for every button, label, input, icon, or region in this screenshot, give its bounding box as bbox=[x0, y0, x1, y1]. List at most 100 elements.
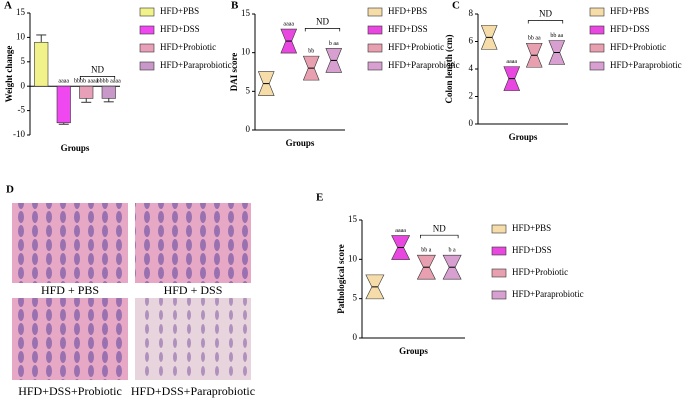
chart: B 0 5 10 15 DAI score Groups HFD+PBS aaaa HFD+DSS… bbox=[229, 0, 460, 148]
legend-swatch bbox=[139, 25, 155, 35]
panel-label: A bbox=[4, 0, 12, 12]
y-tick-label: 5 bbox=[353, 293, 358, 303]
y-tick-label: 5 bbox=[246, 85, 251, 95]
y-tick-label: 2 bbox=[469, 91, 474, 101]
y-axis-label: Pathological score bbox=[336, 244, 346, 314]
nd-bracket bbox=[420, 234, 459, 239]
legend-swatch bbox=[367, 25, 383, 35]
legend-label: HFD+DSS bbox=[388, 24, 428, 34]
legend-label: HFD+Probiotic bbox=[160, 42, 216, 52]
micrograph bbox=[12, 298, 128, 380]
legend-swatch bbox=[491, 224, 507, 234]
caption: HFD + PBS bbox=[41, 283, 99, 297]
significance-label: aaaa bbox=[395, 228, 406, 234]
nd-bracket bbox=[79, 76, 116, 80]
y-tick-label: 5 bbox=[21, 56, 26, 66]
legend-label: HFD+DSS bbox=[512, 245, 552, 255]
micrograph bbox=[135, 298, 251, 380]
legend-label: HFD+PBS bbox=[160, 6, 199, 16]
chart: C 0 2 4 6 8 Colon length (cm) Groups HFD+PBS aaaa… bbox=[444, 0, 682, 142]
y-tick-label: 15 bbox=[241, 8, 251, 18]
y-tick-label: 15 bbox=[348, 214, 358, 224]
legend-label: HFD+PBS bbox=[388, 6, 427, 16]
significance-label: bbbb aaaa bbox=[74, 79, 98, 85]
nd-bracket bbox=[304, 28, 341, 32]
legend-swatch bbox=[491, 246, 507, 256]
significance-label: bb bbox=[308, 49, 314, 55]
significance-label: bb a bbox=[421, 248, 432, 254]
panel-label: C bbox=[452, 0, 460, 12]
y-tick-label: 15 bbox=[16, 7, 26, 17]
micrograph bbox=[12, 203, 128, 283]
nd-label: ND bbox=[316, 16, 329, 26]
caption: HFD + DSS bbox=[164, 283, 223, 297]
legend-swatch bbox=[589, 43, 605, 53]
bar bbox=[79, 85, 94, 99]
significance-label: bb aa bbox=[528, 36, 541, 42]
y-axis-label: Colon length (cm) bbox=[444, 35, 454, 104]
y-axis-label: DAI score bbox=[229, 53, 239, 92]
nd-label: ND bbox=[539, 9, 552, 19]
legend-label: HFD+Paraprobiotic bbox=[160, 60, 232, 70]
significance-label: aaaa bbox=[506, 59, 517, 65]
nd-label: ND bbox=[91, 64, 104, 74]
significance-label: bb aa bbox=[550, 33, 563, 39]
y-tick-label: 10 bbox=[16, 31, 26, 41]
y-tick-label: 4 bbox=[469, 63, 474, 73]
x-axis-label: Groups bbox=[61, 143, 90, 153]
y-tick-label: -10 bbox=[13, 129, 25, 139]
legend-label: HFD+Probiotic bbox=[388, 42, 444, 52]
legend-label: HFD+Paraprobiotic bbox=[610, 60, 682, 70]
y-tick-label: 6 bbox=[469, 36, 474, 46]
legend-swatch bbox=[491, 268, 507, 278]
significance-label: aaaa bbox=[283, 21, 294, 27]
legend-swatch bbox=[367, 43, 383, 53]
caption: HFD+DSS+Paraprobiotic bbox=[131, 384, 255, 398]
significance-label: b a bbox=[449, 248, 457, 254]
legend-label: HFD+Probiotic bbox=[610, 42, 666, 52]
legend-label: HFD+PBS bbox=[610, 6, 649, 16]
caption: HFD+DSS+Probiotic bbox=[18, 384, 122, 398]
nd-bracket bbox=[527, 20, 564, 24]
micrograph bbox=[135, 203, 251, 283]
legend-label: HFD+PBS bbox=[512, 223, 551, 233]
legend-swatch bbox=[589, 25, 605, 35]
chart: E 0 5 10 15 Pathological score Groups HFD+PBS aa… bbox=[316, 192, 584, 357]
legend-swatch bbox=[367, 61, 383, 71]
x-axis-label: Groups bbox=[509, 132, 538, 142]
panel-label: E bbox=[316, 192, 323, 204]
y-tick-label: 0 bbox=[246, 124, 251, 134]
nd-label: ND bbox=[433, 223, 446, 233]
y-tick-label: 0 bbox=[353, 332, 358, 342]
legend-swatch bbox=[491, 290, 507, 300]
legend-label: HFD+DSS bbox=[160, 24, 200, 34]
y-axis-label: Weight change bbox=[4, 46, 14, 103]
legend-label: HFD+Paraprobiotic bbox=[388, 60, 460, 70]
legend-swatch bbox=[139, 61, 155, 71]
bar bbox=[101, 85, 116, 99]
legend-label: HFD+Paraprobiotic bbox=[512, 289, 584, 299]
legend-label: HFD+Probiotic bbox=[512, 267, 568, 277]
y-tick-label: 0 bbox=[469, 118, 474, 128]
y-tick-label: 10 bbox=[241, 47, 251, 57]
legend-swatch bbox=[139, 7, 155, 17]
significance-label: bbbb aaaa bbox=[97, 79, 121, 85]
chart: A -10 -5 0 5 10 15 Weight change Groups HFD+PBS aa… bbox=[4, 0, 232, 153]
legend-swatch bbox=[139, 43, 155, 53]
y-tick-label: 8 bbox=[469, 8, 474, 18]
x-axis-label: Groups bbox=[399, 346, 428, 356]
bar bbox=[56, 85, 71, 124]
legend-swatch bbox=[589, 61, 605, 71]
significance-label: b aa bbox=[329, 41, 339, 47]
histology-panel: D HFD + PBS HFD + DSS HFD+DSS+Probiotic … bbox=[6, 184, 255, 398]
y-tick-label: 10 bbox=[348, 253, 358, 263]
y-tick-label: 0 bbox=[21, 80, 26, 90]
x-axis-label: Groups bbox=[286, 138, 315, 148]
bar bbox=[34, 41, 49, 87]
legend-label: HFD+DSS bbox=[610, 24, 650, 34]
panel-label: D bbox=[6, 184, 14, 196]
significance-label: aaaa bbox=[58, 79, 69, 85]
legend-swatch bbox=[589, 7, 605, 17]
legend-swatch bbox=[367, 7, 383, 17]
